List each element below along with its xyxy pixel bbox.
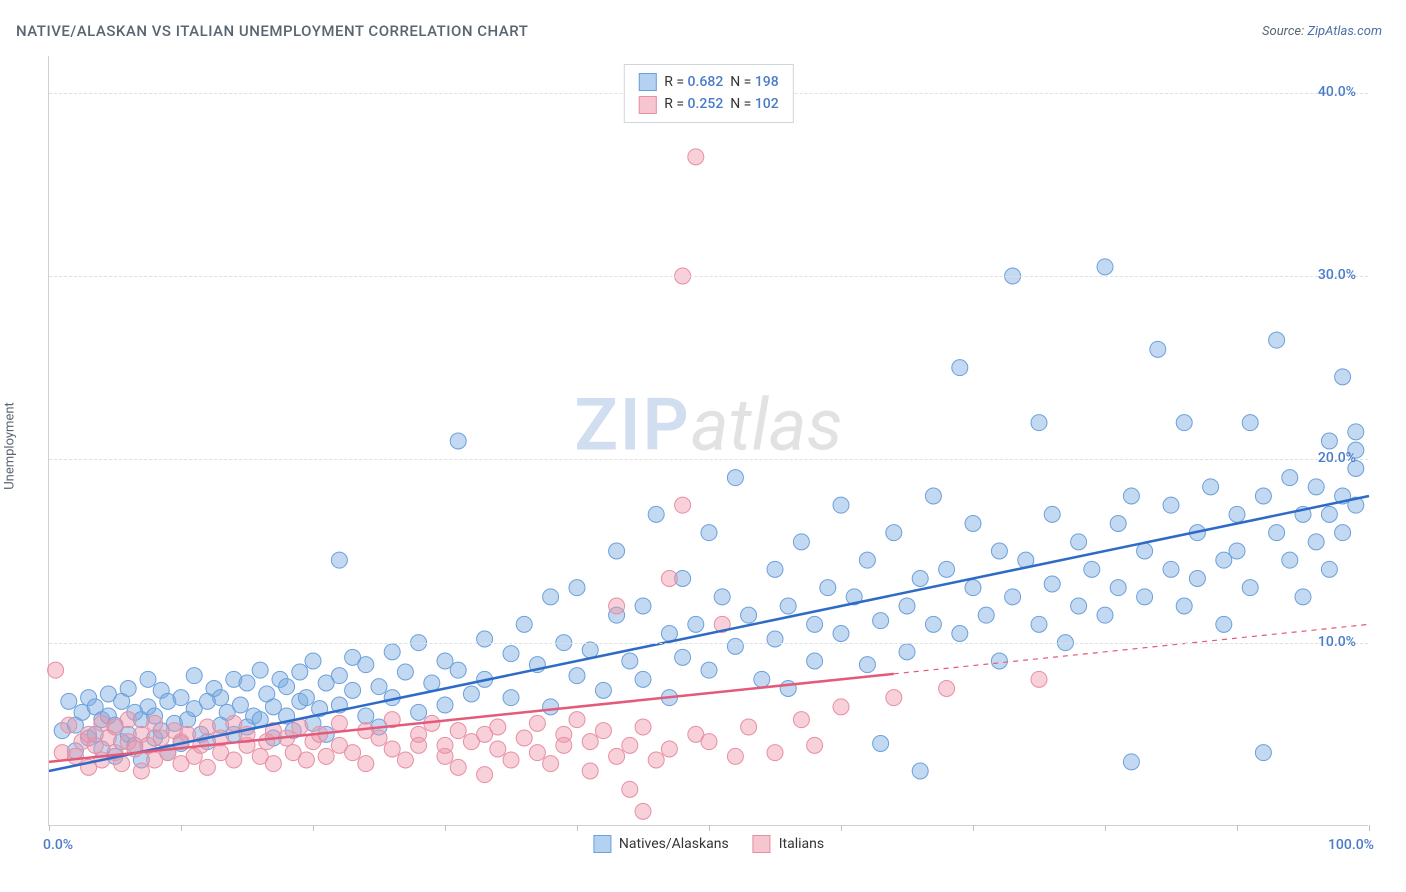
y-tick-label: 30.0% (1318, 267, 1356, 283)
y-tick-label: 40.0% (1318, 84, 1356, 100)
legend-swatch-blue (638, 73, 656, 91)
x-max-label: 100.0% (1328, 837, 1374, 853)
legend-swatch-series-1 (753, 835, 771, 853)
y-tick-label: 20.0% (1318, 450, 1356, 466)
chart-title: NATIVE/ALASKAN VS ITALIAN UNEMPLOYMENT C… (16, 22, 528, 40)
source-attribution: Source: ZipAtlas.com (1262, 24, 1382, 39)
plot-area: R = 0.682 N = 198 R = 0.252 N = 102 Nati… (48, 56, 1368, 826)
legend-swatch-series-0 (593, 835, 611, 853)
series-legend: Natives/Alaskans Italians (593, 835, 824, 853)
source-link[interactable]: ZipAtlas.com (1307, 24, 1382, 39)
legend-swatch-pink (638, 96, 656, 114)
y-tick-label: 10.0% (1318, 634, 1356, 650)
correlation-legend: R = 0.682 N = 198 R = 0.252 N = 102 (623, 64, 793, 123)
x-min-label: 0.0% (43, 837, 73, 853)
y-axis-label: Unemployment (3, 402, 18, 490)
